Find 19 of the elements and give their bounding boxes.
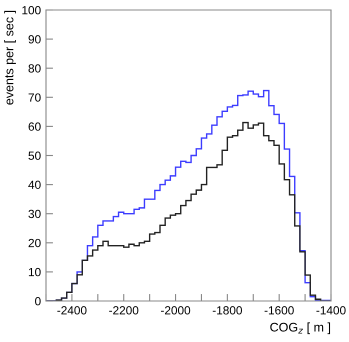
x-tick-label: -1800 [212,306,242,315]
y-tick-label: 30 [28,210,41,218]
x-tick-label: -2000 [160,306,190,315]
x-tick-label: -1600 [264,306,294,315]
y-tick-label: 80 [28,64,41,73]
x-axis-title: COG$_{z}$ [ m ] [270,322,330,334]
y-tick-label: 70 [28,93,41,102]
y-tick-label: 40 [28,180,41,189]
x-tick-label: -2400 [57,306,87,315]
y-tick-label: 100 [22,6,41,14]
y-tick-label: 90 [28,35,41,44]
y-tick-label: 0 [35,297,41,306]
y-tick-label: 60 [28,122,41,131]
y-axis-title: events per [ sec ] [4,10,16,105]
x-tick-label: -2200 [109,306,138,315]
y-tick-label: 10 [28,268,41,276]
y-tick-label: 20 [28,238,41,248]
y-tick-label: 50 [28,152,41,160]
x-tick-label: -1400 [316,306,346,315]
